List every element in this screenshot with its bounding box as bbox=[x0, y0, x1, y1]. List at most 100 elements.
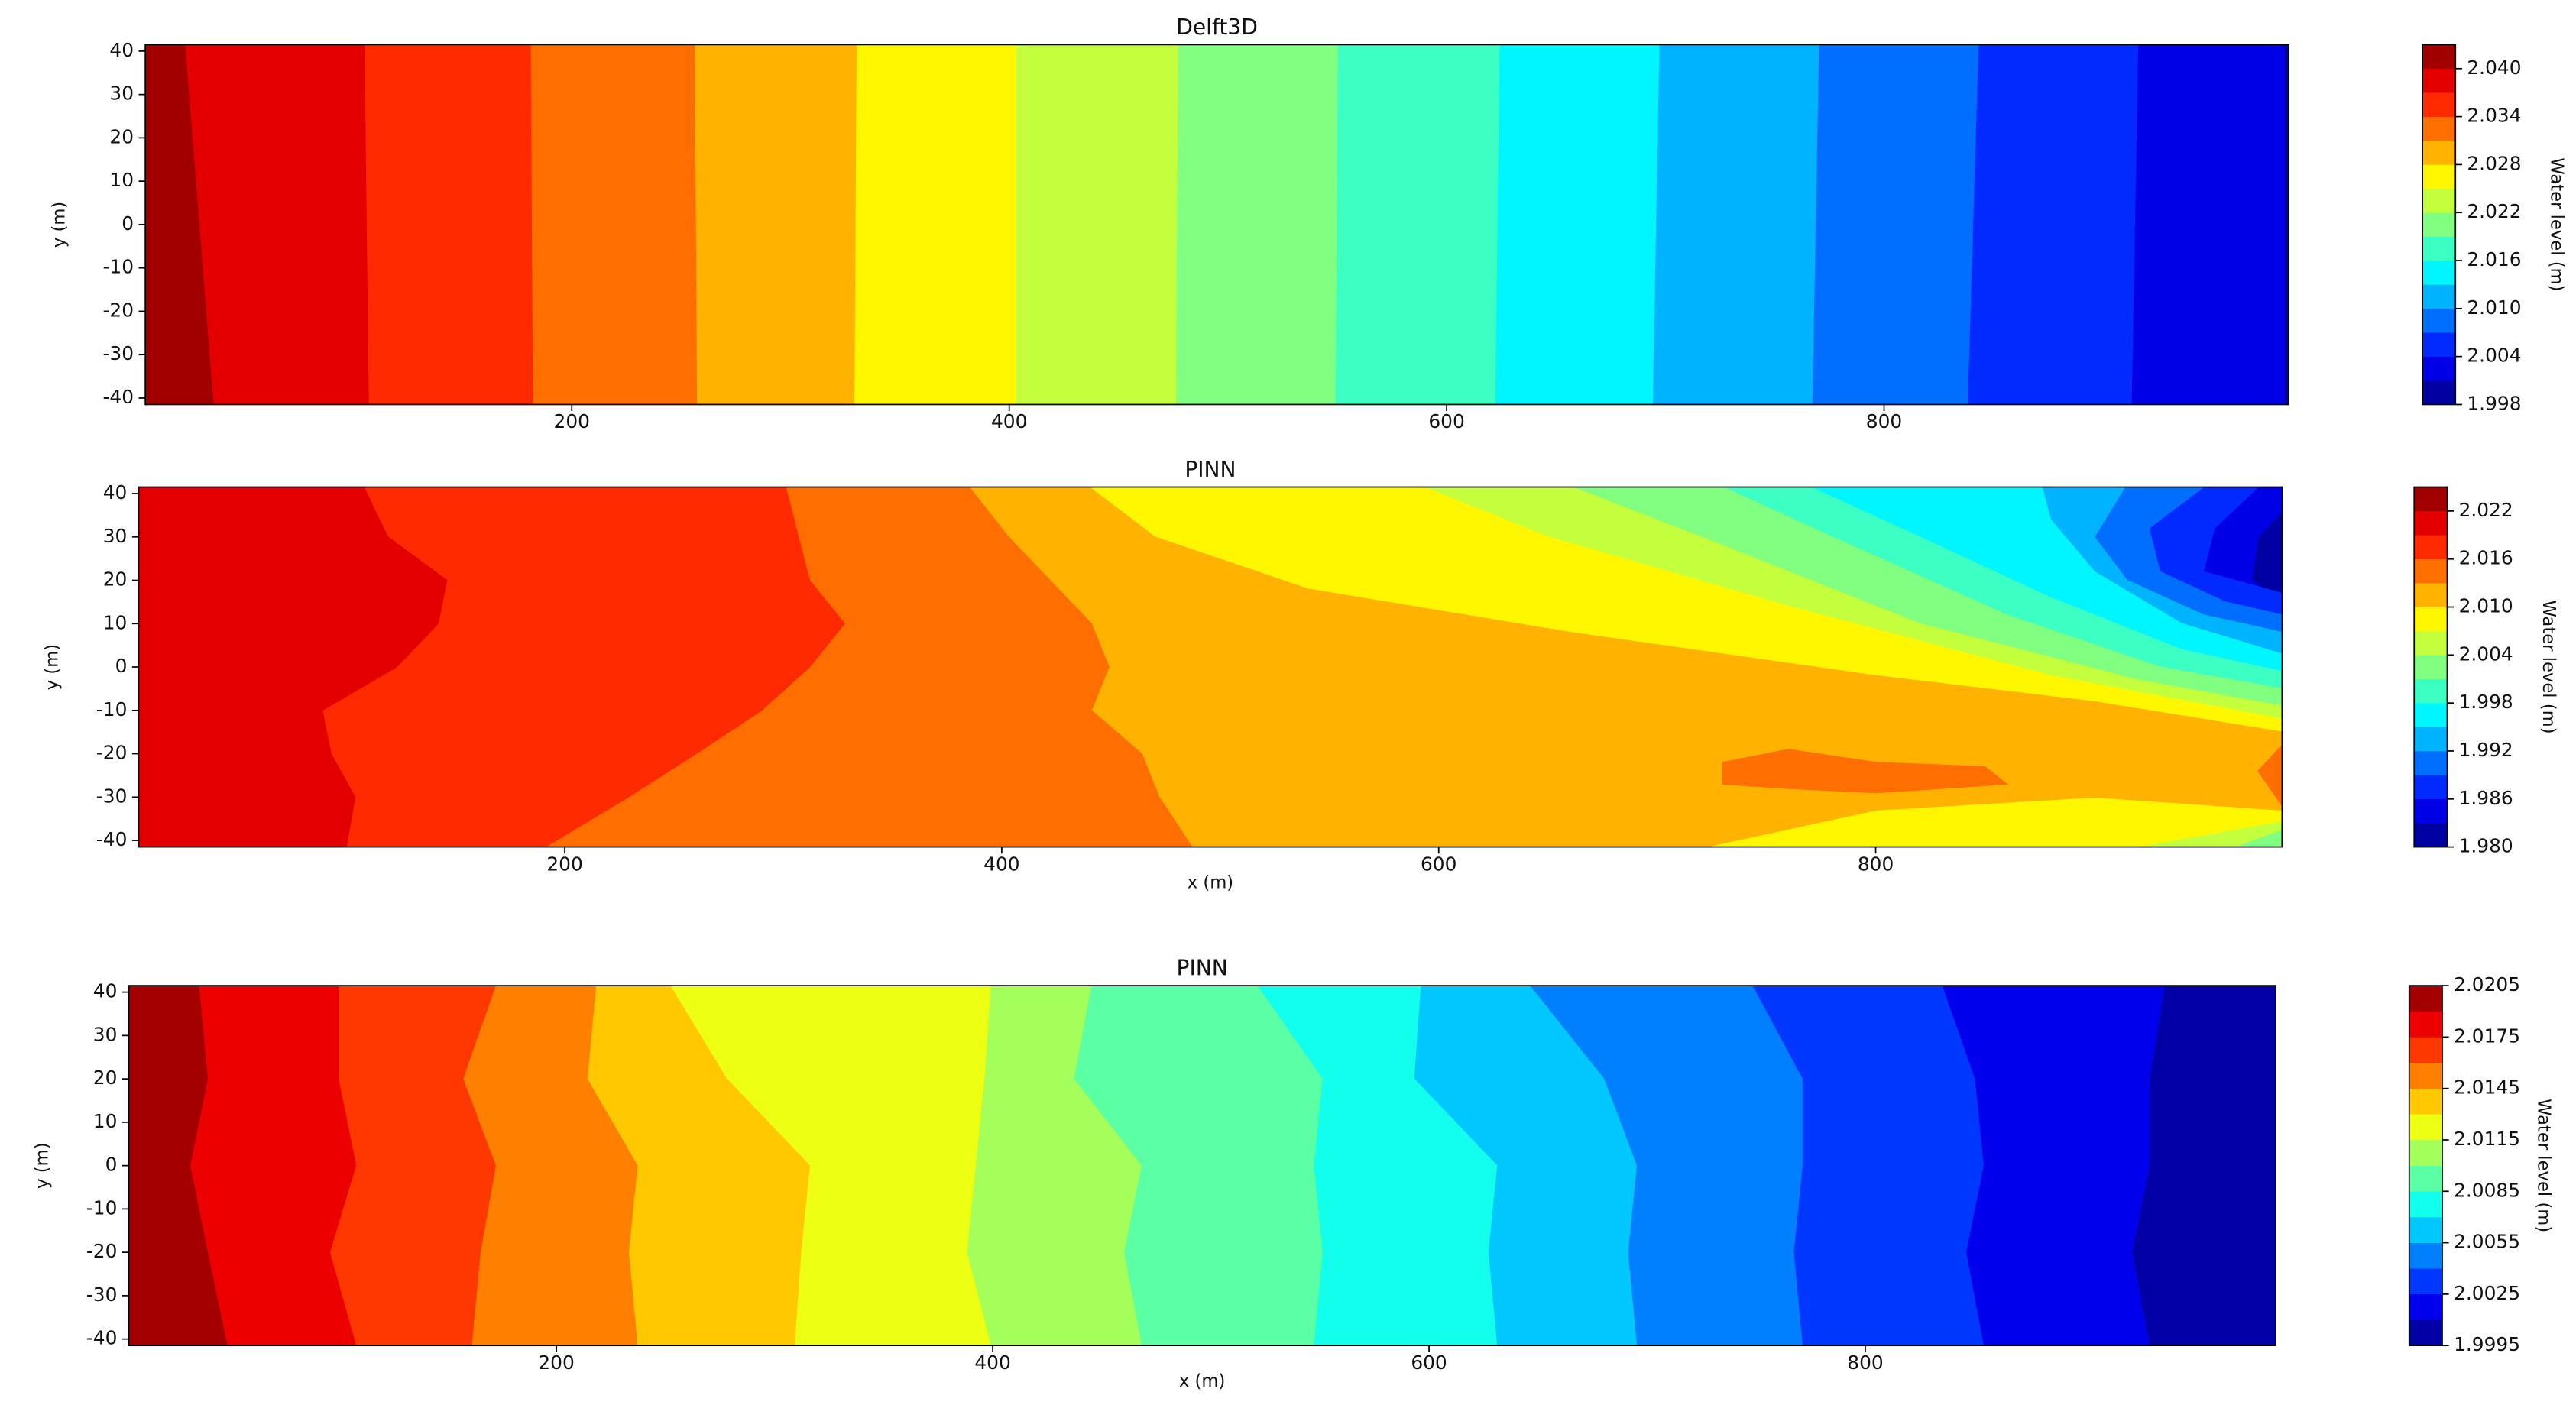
colorbar-band bbox=[2409, 985, 2443, 1012]
colorbar-band bbox=[2409, 1037, 2443, 1063]
y-tick-label: -10 bbox=[102, 256, 134, 278]
y-tick-label: 30 bbox=[109, 83, 134, 105]
y-axis-label: y (m) bbox=[49, 202, 69, 248]
colorbar-band bbox=[2422, 164, 2456, 189]
colorbar-band bbox=[2413, 750, 2448, 775]
colorbar-tick-label: 2.016 bbox=[2459, 547, 2513, 569]
colorbar-band bbox=[2413, 775, 2448, 800]
colorbar-band bbox=[2409, 1293, 2443, 1320]
colorbar-band bbox=[2413, 534, 2448, 560]
y-tick-label: 0 bbox=[122, 212, 134, 235]
y-tick-label: -30 bbox=[86, 1284, 118, 1306]
y-tick-label: 0 bbox=[105, 1154, 118, 1176]
x-tick-label: 600 bbox=[1428, 410, 1464, 432]
x-tick-label: 800 bbox=[1866, 410, 1902, 432]
colorbar-band bbox=[2413, 582, 2448, 607]
colorbar-tick-label: 2.0055 bbox=[2454, 1231, 2520, 1253]
colorbar-tick-label: 2.022 bbox=[2467, 200, 2521, 222]
colorbar-band bbox=[2413, 798, 2448, 824]
x-tick-label: 600 bbox=[1411, 1352, 1447, 1374]
colorbar-band bbox=[2413, 655, 2448, 680]
colorbar-band bbox=[2422, 212, 2456, 237]
y-tick-label: 10 bbox=[103, 611, 128, 633]
colorbar-band bbox=[2409, 1088, 2443, 1115]
colorbar-band bbox=[2413, 678, 2448, 704]
colorbar-band bbox=[2422, 380, 2456, 405]
x-tick-label: 400 bbox=[983, 853, 1019, 875]
colorbar-tick-label: 2.0145 bbox=[2454, 1076, 2520, 1099]
colorbar-band bbox=[2413, 607, 2448, 632]
colorbar-band bbox=[2422, 260, 2456, 285]
colorbar-tick-label: 1.986 bbox=[2459, 787, 2513, 809]
chart-title: PINN bbox=[1184, 457, 1236, 482]
colorbar-tick-label: 1.998 bbox=[2459, 691, 2513, 713]
colorbar-band bbox=[2409, 1011, 2443, 1038]
colorbar-band bbox=[2409, 1165, 2443, 1192]
colorbar-band bbox=[2422, 140, 2456, 165]
colorbar-tick-label: 1.9995 bbox=[2454, 1333, 2520, 1355]
x-tick-label: 200 bbox=[554, 410, 590, 432]
y-tick-label: -40 bbox=[86, 1327, 118, 1349]
y-tick-label: 40 bbox=[103, 481, 128, 503]
y-tick-label: 30 bbox=[103, 525, 128, 547]
colorbar-tick-label: 2.0085 bbox=[2454, 1179, 2520, 1201]
colorbar-band bbox=[2422, 68, 2456, 93]
colorbar-tick-label: 2.010 bbox=[2459, 595, 2513, 617]
colorbar-tick-label: 1.998 bbox=[2467, 392, 2521, 414]
y-tick-label: 30 bbox=[93, 1023, 118, 1045]
colorbar-frame bbox=[2408, 985, 2443, 1347]
contour-fill bbox=[128, 986, 2276, 1346]
colorbar-band bbox=[2422, 92, 2456, 117]
colorbar-band bbox=[2413, 510, 2448, 536]
y-tick-label: -40 bbox=[96, 828, 128, 850]
colorbar-tick-label: 2.016 bbox=[2467, 248, 2521, 270]
y-tick-label: 0 bbox=[115, 655, 128, 677]
colorbar-tick-label: 2.0115 bbox=[2454, 1128, 2520, 1150]
colorbar-band bbox=[2422, 44, 2456, 70]
colorbar-tick-label: 2.004 bbox=[2459, 643, 2513, 665]
colorbar-band bbox=[2413, 558, 2448, 584]
y-tick-label: 20 bbox=[103, 568, 128, 591]
colorbar-tick-label: 2.010 bbox=[2467, 296, 2521, 319]
colorbar-band bbox=[2422, 332, 2456, 357]
colorbar-tick-label: 1.980 bbox=[2459, 835, 2513, 857]
colorbar-tick-label: 2.0205 bbox=[2454, 973, 2520, 995]
y-tick-label: 10 bbox=[93, 1110, 118, 1132]
chart-title: PINN bbox=[1177, 955, 1228, 980]
colorbar-band bbox=[2413, 822, 2448, 847]
colorbar-band bbox=[2409, 1319, 2443, 1346]
y-tick-label: -40 bbox=[102, 386, 134, 408]
y-tick-label: 20 bbox=[109, 125, 134, 147]
x-tick-label: 600 bbox=[1421, 853, 1456, 875]
y-tick-label: -30 bbox=[102, 342, 134, 364]
y-axis-label: y (m) bbox=[33, 1142, 53, 1188]
contour-region bbox=[138, 487, 448, 847]
colorbar-band bbox=[2409, 1139, 2443, 1166]
chart-title: Delft3D bbox=[1176, 15, 1258, 40]
x-tick-label: 200 bbox=[546, 853, 582, 875]
colorbar-tick-label: 2.0175 bbox=[2454, 1025, 2520, 1047]
colorbar-frame bbox=[2422, 44, 2457, 406]
colorbar-tick-label: 2.034 bbox=[2467, 105, 2521, 127]
x-axis-label: x (m) bbox=[1179, 1371, 1225, 1391]
colorbar-label: Water level (m) bbox=[2533, 1099, 2553, 1232]
colorbar-band bbox=[2413, 727, 2448, 752]
colorbar-band bbox=[2409, 1114, 2443, 1141]
colorbar-band bbox=[2422, 116, 2456, 141]
y-tick-label: -20 bbox=[96, 742, 128, 764]
colorbar-band bbox=[2409, 1062, 2443, 1089]
x-tick-label: 400 bbox=[974, 1352, 1010, 1374]
colorbar-tick-label: 2.022 bbox=[2459, 499, 2513, 521]
colorbar-band bbox=[2422, 284, 2456, 309]
y-tick-label: -30 bbox=[96, 785, 128, 807]
colorbar-band bbox=[2409, 1216, 2443, 1243]
x-tick-label: 800 bbox=[1858, 853, 1894, 875]
y-tick-label: 40 bbox=[93, 980, 118, 1002]
colorbar-label: Water level (m) bbox=[2547, 157, 2567, 291]
colorbar-tick-label: 1.992 bbox=[2459, 739, 2513, 761]
colorbar-band bbox=[2413, 487, 2448, 512]
x-tick-label: 200 bbox=[538, 1352, 574, 1374]
y-tick-label: 40 bbox=[109, 39, 134, 61]
contour-region bbox=[2257, 744, 2283, 807]
contour-fill bbox=[138, 487, 2283, 847]
